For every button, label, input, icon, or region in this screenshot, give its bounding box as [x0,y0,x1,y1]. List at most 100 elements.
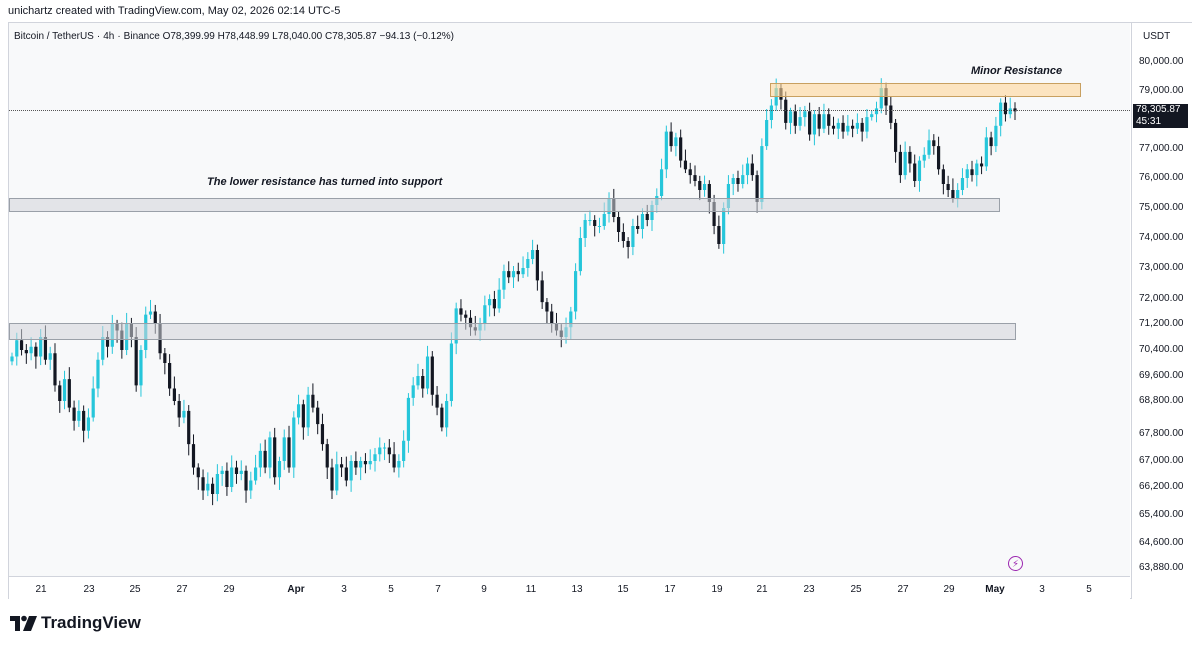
candle-body[interactable] [215,474,219,494]
candle-body[interactable] [803,111,807,118]
candle-body[interactable] [736,178,740,184]
candle-body[interactable] [679,137,683,161]
candle-body[interactable] [359,461,363,468]
candle-body[interactable] [344,467,348,481]
candle-body[interactable] [693,175,697,181]
candle-body[interactable] [435,394,439,408]
candle-body[interactable] [425,356,430,389]
candle-body[interactable] [922,154,926,161]
candle-body[interactable] [621,232,625,241]
candle-body[interactable] [784,99,788,123]
candle-body[interactable] [1003,102,1008,115]
candle-body[interactable] [296,404,301,418]
candle-body[interactable] [230,467,234,488]
candle-body[interactable] [445,401,449,428]
candle-body[interactable] [497,289,501,309]
candle-body[interactable] [932,140,936,147]
candle-body[interactable] [846,125,850,132]
candle-body[interactable] [760,146,764,202]
candle-body[interactable] [626,241,630,247]
candle-body[interactable] [535,250,539,281]
candle-body[interactable] [712,202,716,226]
candle-body[interactable] [10,356,14,362]
symbol-legend[interactable]: Bitcoin / TetherUS · 4h · Binance O78,399.99… [14,31,454,42]
candle-body[interactable] [368,461,372,465]
candle-body[interactable] [316,407,320,425]
candle-body[interactable] [674,137,678,147]
candle-body[interactable] [402,440,406,461]
candle-body[interactable] [234,467,239,475]
candle-body[interactable] [86,417,91,431]
candle-body[interactable] [822,114,826,129]
candle-body[interactable] [812,114,816,135]
candle-body[interactable] [975,163,979,176]
candle-body[interactable] [325,444,329,468]
candle-body[interactable] [187,410,191,445]
candle-body[interactable] [583,220,587,238]
candle-body[interactable] [855,122,859,129]
candle-body[interactable] [870,114,874,118]
candle-body[interactable] [211,483,215,494]
candle-body[interactable] [827,114,831,126]
candle-body[interactable] [354,461,358,468]
candle-body[interactable] [569,311,573,328]
candle-body[interactable] [153,311,157,325]
candle-body[interactable] [726,184,731,208]
candle-body[interactable] [664,131,668,170]
candle-body[interactable] [39,337,43,357]
candle-body[interactable] [545,302,549,312]
candle-body[interactable] [468,317,473,328]
candle-body[interactable] [34,346,38,357]
candle-body[interactable] [917,160,922,181]
candle-body[interactable] [120,330,124,351]
candle-body[interactable] [960,178,965,190]
candle-body[interactable] [287,437,291,468]
candle-body[interactable] [82,410,86,431]
candle-body[interactable] [860,122,864,132]
candle-body[interactable] [459,308,463,315]
symbol-name[interactable]: Bitcoin / TetherUS [14,31,94,42]
candle-body[interactable] [24,350,28,354]
candle-body[interactable] [731,178,735,184]
candle-body[interactable] [507,271,511,278]
candle-body[interactable] [91,388,95,418]
candle-body[interactable] [311,394,315,408]
candle-body[interactable] [698,181,702,190]
candle-body[interactable] [172,388,176,402]
minor-resistance-zone[interactable] [770,83,1081,97]
candle-body[interactable] [53,353,57,386]
candle-body[interactable] [139,350,143,386]
candle-body[interactable] [765,120,769,147]
candle-body[interactable] [349,461,353,481]
candle-body[interactable] [707,184,711,202]
lightning-icon[interactable]: ⚡ [1008,556,1023,571]
candle-body[interactable] [602,214,606,226]
candle-body[interactable] [96,359,100,389]
candle-body[interactable] [879,88,883,109]
candle-body[interactable] [913,163,917,182]
candle-body[interactable] [421,376,425,389]
candle-body[interactable] [62,379,67,401]
candle-body[interactable] [540,280,544,303]
candle-body[interactable] [373,454,377,461]
candle-body[interactable] [908,151,912,164]
candlestick-chart[interactable] [9,23,1130,576]
candle-body[interactable] [898,151,902,176]
candle-body[interactable] [339,464,344,468]
currency-label[interactable]: USDT [1143,31,1171,42]
candle-body[interactable] [817,114,821,129]
candle-body[interactable] [263,450,267,468]
candle-body[interactable] [48,353,52,360]
candle-body[interactable] [201,477,205,491]
candle-body[interactable] [273,437,277,478]
candle-body[interactable] [702,184,707,190]
candle-body[interactable] [330,467,334,491]
candle-body[interactable] [72,407,76,421]
candle-body[interactable] [301,404,305,428]
candle-body[interactable] [253,467,258,481]
candle-body[interactable] [669,131,673,147]
candle-body[interactable] [979,163,984,167]
candle-body[interactable] [640,214,645,229]
candle-body[interactable] [177,401,181,418]
candle-body[interactable] [788,111,793,123]
